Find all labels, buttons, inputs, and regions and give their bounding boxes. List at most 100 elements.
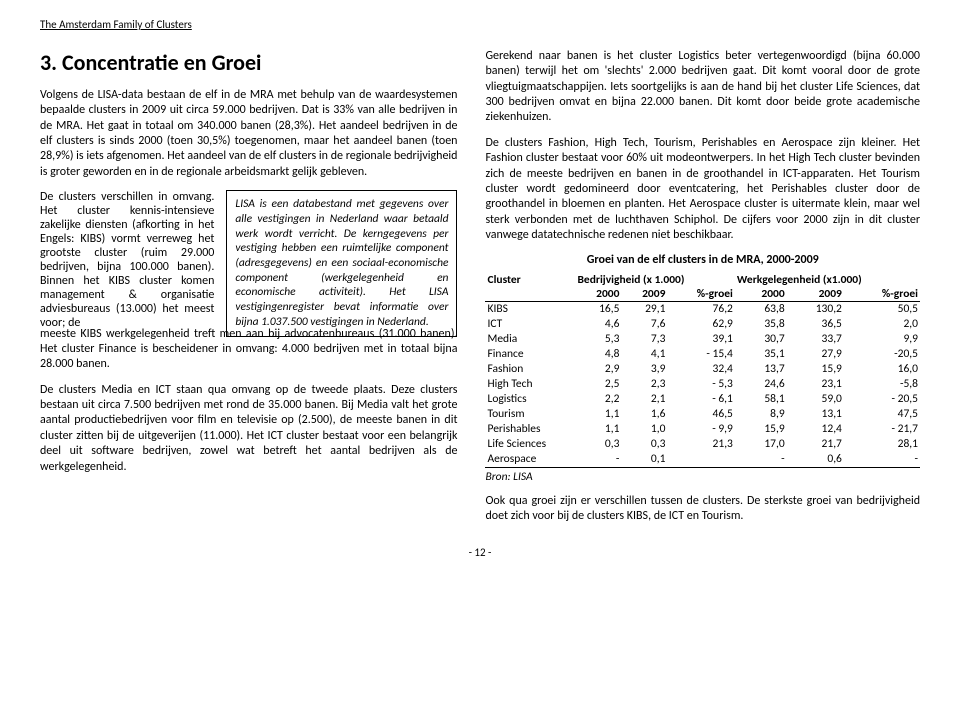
th-bedrijvigheid: Bedrijvigheid (x 1.000) [575, 273, 734, 287]
table-title: Groei van de elf clusters in de MRA, 200… [485, 253, 920, 267]
table-row: Media5,37,339,130,733,79,9 [485, 332, 920, 347]
left-p1: Volgens de LISA-data bestaan de elf in d… [40, 88, 457, 180]
table-cell: 16,0 [844, 362, 920, 377]
table-cell: ICT [485, 317, 575, 332]
table-cell [667, 452, 734, 467]
table-cell: 13,1 [787, 407, 844, 422]
table-cell: 2,3 [621, 377, 667, 392]
table-cell: - [844, 452, 920, 467]
right-column: Gerekend naar banen is het cluster Logis… [485, 49, 920, 534]
th-wpct: %-groei [844, 287, 920, 302]
table-cell: 7,3 [621, 332, 667, 347]
table-cell: 47,5 [844, 407, 920, 422]
table-cell: 35,8 [735, 317, 787, 332]
table-cell: 50,5 [844, 302, 920, 317]
table-cell: - [735, 452, 787, 467]
table-cell: 1,0 [621, 422, 667, 437]
table-cell: 7,6 [621, 317, 667, 332]
th-b2009: 2009 [621, 287, 667, 302]
right-p1: Gerekend naar banen is het cluster Logis… [485, 49, 920, 126]
table-cell: 1,6 [621, 407, 667, 422]
table-cell: 15,9 [787, 362, 844, 377]
table-cell: - 15,4 [667, 347, 734, 362]
table-cell: KIBS [485, 302, 575, 317]
table-cell: - [575, 452, 621, 467]
table-cell: 28,1 [844, 437, 920, 452]
table-row: Fashion2,93,932,413,715,916,0 [485, 362, 920, 377]
table-cell: 16,5 [575, 302, 621, 317]
table-cell: 58,1 [735, 392, 787, 407]
th-bpct: %-groei [667, 287, 734, 302]
page-number: - 12 - [40, 546, 920, 559]
table-cell: Perishables [485, 422, 575, 437]
table-cell: - 5,3 [667, 377, 734, 392]
th-werkgelegenheid: Werkgelegenheid (x1.000) [735, 273, 920, 287]
table-cell: - 6,1 [667, 392, 734, 407]
table-cell: High Tech [485, 377, 575, 392]
table-cell: 59,0 [787, 392, 844, 407]
table-cell: 2,9 [575, 362, 621, 377]
table-cell: 4,8 [575, 347, 621, 362]
table-cell: Media [485, 332, 575, 347]
table-cell: Finance [485, 347, 575, 362]
table-cell: 4,6 [575, 317, 621, 332]
table-cell: 1,1 [575, 422, 621, 437]
table-cell: 15,9 [735, 422, 787, 437]
inset-row: De clusters verschillen in omvang. Het c… [40, 190, 457, 336]
left-column: 3. Concentratie en Groei Volgens de LISA… [40, 49, 457, 534]
table-cell: - 9,9 [667, 422, 734, 437]
table-cell: 39,1 [667, 332, 734, 347]
th-cluster: Cluster [485, 273, 575, 287]
table-cell: -20,5 [844, 347, 920, 362]
table-cell: 0,6 [787, 452, 844, 467]
table-cell: - 20,5 [844, 392, 920, 407]
left-p2: meeste KIBS werkgelegenheid treft men aa… [40, 327, 457, 373]
table-body: KIBS16,529,176,263,8130,250,5ICT4,67,662… [485, 302, 920, 467]
table-header-1: Cluster Bedrijvigheid (x 1.000) Werkgele… [485, 273, 920, 287]
table-row: Tourism1,11,646,58,913,147,5 [485, 407, 920, 422]
table-cell: 36,5 [787, 317, 844, 332]
table-row: ICT4,67,662,935,836,52,0 [485, 317, 920, 332]
table-cell: 13,7 [735, 362, 787, 377]
left-p3: De clusters Media en ICT staan qua omvan… [40, 383, 457, 475]
table-cell: Aerospace [485, 452, 575, 467]
table-cell: - 21,7 [844, 422, 920, 437]
table-cell: Logistics [485, 392, 575, 407]
table-cell: 62,9 [667, 317, 734, 332]
table-cell: -5,8 [844, 377, 920, 392]
lisa-inset-box: LISA is een databestand met gegevens ove… [226, 190, 457, 336]
table-cell: 5,3 [575, 332, 621, 347]
table-cell: 12,4 [787, 422, 844, 437]
table-cell: 33,7 [787, 332, 844, 347]
table-cell: 0,3 [575, 437, 621, 452]
table-cell: 1,1 [575, 407, 621, 422]
table-cell: 35,1 [735, 347, 787, 362]
table-row: KIBS16,529,176,263,8130,250,5 [485, 302, 920, 317]
table-header-2: 2000 2009 %-groei 2000 2009 %-groei [485, 287, 920, 302]
th-b2000: 2000 [575, 287, 621, 302]
left-narrow-text: De clusters verschillen in omvang. Het c… [40, 190, 214, 336]
table-cell: 63,8 [735, 302, 787, 317]
table-cell: 17,0 [735, 437, 787, 452]
table-cell: 32,4 [667, 362, 734, 377]
table-cell: 76,2 [667, 302, 734, 317]
table-cell: 3,9 [621, 362, 667, 377]
right-p3: Ook qua groei zijn er verschillen tussen… [485, 494, 920, 525]
table-row: Finance4,84,1- 15,435,127,9-20,5 [485, 347, 920, 362]
th-w2000: 2000 [735, 287, 787, 302]
table-row: Logistics2,22,1- 6,158,159,0- 20,5 [485, 392, 920, 407]
table-cell: 0,3 [621, 437, 667, 452]
table-cell: 24,6 [735, 377, 787, 392]
table-cell: 2,0 [844, 317, 920, 332]
two-column-layout: 3. Concentratie en Groei Volgens de LISA… [40, 49, 920, 534]
table-cell: 2,5 [575, 377, 621, 392]
table-row: High Tech2,52,3- 5,324,623,1-5,8 [485, 377, 920, 392]
growth-table: Cluster Bedrijvigheid (x 1.000) Werkgele… [485, 273, 920, 467]
th-blank [485, 287, 575, 302]
table-cell: 9,9 [844, 332, 920, 347]
table-cell: 46,5 [667, 407, 734, 422]
table-cell: 29,1 [621, 302, 667, 317]
table-source: Bron: LISA [485, 470, 920, 484]
doc-header: The Amsterdam Family of Clusters [40, 18, 920, 31]
table-cell: Life Sciences [485, 437, 575, 452]
